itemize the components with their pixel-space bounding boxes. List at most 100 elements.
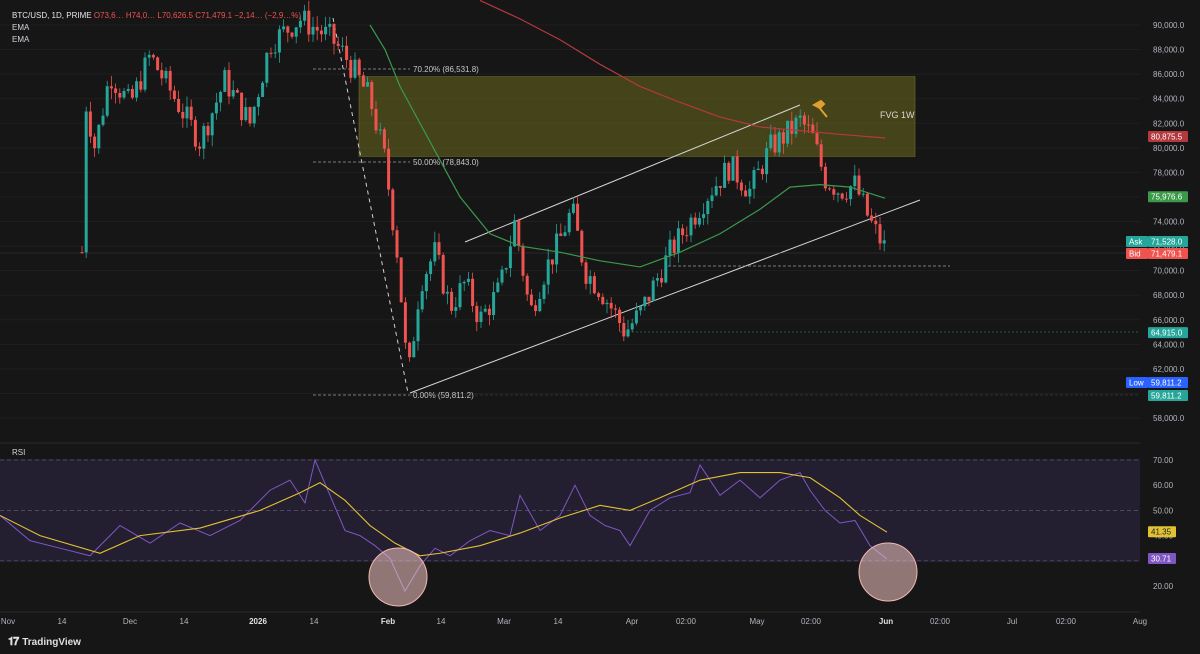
candle-body: [576, 203, 580, 231]
candle-body: [307, 10, 311, 35]
candle-body: [504, 268, 508, 270]
candle-body: [395, 230, 399, 258]
candle-body: [181, 111, 185, 119]
candle-body: [210, 113, 214, 136]
candle-body: [643, 296, 647, 307]
candle-body: [542, 284, 546, 299]
time-tick-label: Jul: [1007, 617, 1017, 626]
candle-body: [151, 54, 155, 58]
candle-body: [450, 291, 454, 311]
candle-body: [374, 109, 378, 131]
time-tick-label: 02:00: [801, 617, 822, 626]
candle-body: [84, 111, 88, 253]
price-badge-label: Ask: [1129, 238, 1143, 247]
rsi-ma-line: [0, 472, 888, 557]
candle-body: [240, 92, 244, 121]
candle-body: [437, 242, 441, 255]
symbol-label[interactable]: BTC/USD, 1D, PRIME: [12, 11, 92, 20]
candle-body: [223, 70, 227, 92]
candle-body: [231, 90, 235, 97]
candle-body: [714, 185, 718, 196]
candle-body: [118, 92, 122, 98]
price-tick-label: 58,000.0: [1153, 414, 1185, 423]
ema-indicator-label[interactable]: EMA: [12, 23, 30, 32]
candle-body: [702, 214, 706, 219]
candle-body: [214, 102, 218, 114]
candle-body: [550, 259, 554, 265]
price-badge-value: 71,528.0: [1151, 238, 1183, 247]
candle-body: [168, 70, 172, 91]
candle-body: [177, 98, 181, 112]
candle-body: [781, 132, 785, 144]
candle-body: [739, 182, 743, 191]
candle-body: [353, 59, 357, 78]
candle-body: [340, 45, 344, 47]
candle-body: [668, 239, 672, 256]
price-tick-label: 64,000.0: [1153, 340, 1185, 349]
candle-body: [718, 185, 722, 188]
candle-body: [567, 212, 571, 233]
candle-body: [248, 107, 252, 124]
candle-body: [664, 255, 668, 283]
candle-body: [685, 235, 689, 237]
candle-body: [655, 278, 659, 281]
candle-body: [466, 278, 470, 282]
candle-body: [605, 302, 609, 305]
candle-body: [777, 132, 781, 153]
candle-body: [538, 298, 542, 312]
time-tick-label: 14: [310, 617, 319, 626]
candle-body: [597, 293, 601, 297]
price-badge: [1148, 236, 1188, 247]
candle-body: [441, 254, 445, 294]
time-tick-label: 02:00: [676, 617, 697, 626]
candle-body: [420, 291, 424, 310]
price-badge-value: 80,875.5: [1151, 133, 1183, 142]
candle-body: [324, 26, 328, 35]
candle-body: [378, 129, 382, 131]
time-tick-label: Jun: [879, 617, 893, 626]
candle-body: [105, 86, 109, 116]
candle-body: [546, 259, 550, 285]
tradingview-logo-icon: 𝟏𝟕: [8, 635, 19, 648]
candle-body: [634, 310, 638, 324]
candle-body: [613, 308, 617, 310]
candle-body: [265, 52, 269, 83]
candle-body: [878, 224, 882, 244]
candle-body: [765, 148, 769, 175]
price-tick-label: 80,000.0: [1153, 144, 1185, 153]
price-badge: [1148, 327, 1188, 339]
legend-symbol-row[interactable]: BTC/USD, 1D, PRIME O73,6… H74,0… L70,626…: [12, 10, 301, 22]
candle-body: [370, 82, 374, 110]
ema-slow-line: [479, 0, 886, 139]
candle-body: [185, 106, 189, 119]
rsi-badge: [1148, 526, 1176, 538]
candle-body: [244, 107, 248, 121]
ema-indicator-label[interactable]: EMA: [12, 35, 30, 44]
candle-body: [882, 240, 886, 244]
channel-upper-line: [464, 104, 801, 243]
price-badge-tag: [1126, 236, 1148, 247]
candle-body: [135, 81, 139, 98]
candle-body: [853, 175, 857, 187]
candle-body: [122, 90, 126, 98]
candle-body: [416, 309, 420, 342]
candle-body: [844, 198, 848, 200]
candle-body: [206, 125, 210, 136]
candle-body: [298, 20, 302, 28]
candle-body: [433, 242, 437, 262]
time-tick-label: 14: [437, 617, 446, 626]
rsi-pane-label[interactable]: RSI: [12, 448, 26, 457]
candle-body: [849, 186, 853, 200]
hammer-icon: [811, 99, 828, 118]
candle-body: [202, 125, 206, 149]
time-tick-label: 02:00: [1056, 617, 1077, 626]
fvg-zone: [358, 76, 916, 157]
candle-body: [286, 26, 290, 33]
time-tick-label: 2026: [249, 617, 267, 626]
candle-body: [756, 168, 760, 171]
rsi-tick-label: 20.00: [1153, 582, 1174, 591]
fib-label-0: 0.00% (59,811.2): [413, 391, 474, 400]
tradingview-logo[interactable]: 𝟏𝟕 TradingView: [8, 636, 81, 649]
price-tick-label: 70,000.0: [1153, 267, 1185, 276]
